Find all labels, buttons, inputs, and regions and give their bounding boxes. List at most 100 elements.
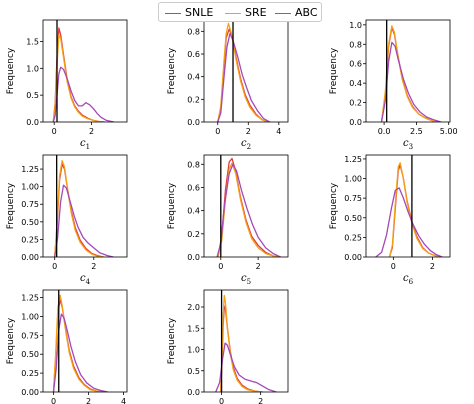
- x-tick-label: 0: [219, 397, 224, 404]
- y-tick-label: 0.0: [26, 118, 39, 127]
- y-tick-label: 0.5: [26, 91, 39, 100]
- y-tick-label: 2.0: [187, 303, 200, 312]
- axes-frame: [203, 154, 289, 258]
- y-tick-label: 0.4: [349, 79, 362, 88]
- legend-label-abc: ABC: [295, 6, 318, 19]
- x-axis-label: c6: [403, 273, 414, 286]
- y-tick-label: 0.5: [187, 367, 200, 376]
- y-axis-label: Frequency: [6, 47, 16, 94]
- subplot-c4: 0 2 0.00 0.25 0.50 0.75 1.00 1.25 Frequency c4: [6, 154, 128, 286]
- subplot-c2: 0 2 4 0.0 0.2 0.4 0.6 0.8 Frequency c2: [167, 19, 289, 151]
- y-tick-label: 0.75: [344, 194, 362, 203]
- y-tick-label: 0.8: [187, 160, 200, 169]
- y-tick-label: 0.8: [187, 27, 200, 36]
- y-tick-label: 0.2: [187, 230, 200, 239]
- x-tick-label: 0: [215, 127, 220, 136]
- x-tick-label: 2: [91, 262, 96, 271]
- series-line-sre: [388, 162, 441, 257]
- y-axis-label: Frequency: [329, 182, 339, 229]
- series-line-snle: [380, 27, 440, 122]
- y-tick-label: 0.0: [187, 118, 200, 127]
- axes-frame: [203, 19, 289, 123]
- subplot-c1: 0 2 0.0 0.5 1.0 1.5 Frequency c1: [6, 19, 128, 151]
- series-line-abc: [375, 187, 443, 257]
- series-line-abc: [217, 32, 270, 122]
- y-tick-label: 1.5: [26, 37, 39, 46]
- x-axis-label: c2: [241, 138, 251, 151]
- series-line-sre: [380, 25, 440, 122]
- y-tick-label: 1.0: [349, 21, 362, 30]
- series-line-abc: [216, 163, 281, 257]
- y-tick-label: 0.6: [187, 183, 200, 192]
- y-tick-label: 1.00: [21, 312, 39, 321]
- y-axis-label: Frequency: [167, 182, 177, 229]
- subplot-c3: 0.0 2.5 5.00 0.0 0.2 0.4 0.6 0.8 1.0 Frequency c3: [329, 19, 458, 151]
- axes-frame: [203, 289, 289, 393]
- legend: SNLE SRE ABC: [158, 2, 322, 22]
- y-tick-label: 0.2: [187, 95, 200, 104]
- y-axis-label: Frequency: [6, 317, 16, 364]
- y-tick-label: 0.75: [21, 200, 39, 209]
- subplot-c6: 0 2 0.00 0.25 0.50 0.75 1.00 1.25 Frequency c6: [329, 154, 451, 286]
- x-tick-label: 2: [430, 262, 435, 271]
- series-line-sre: [217, 22, 269, 122]
- y-tick-label: 0.75: [21, 331, 39, 340]
- y-axis-label: Frequency: [167, 47, 177, 94]
- y-tick-label: 1.00: [344, 175, 362, 184]
- axes-frame: [42, 154, 128, 258]
- x-tick-label: 2: [86, 397, 91, 404]
- series-line-abc: [52, 66, 115, 122]
- x-tick-label: 2: [256, 262, 261, 271]
- axes-frame: [42, 289, 128, 393]
- x-tick-label: 2: [89, 127, 94, 136]
- y-tick-label: 1.00: [21, 183, 39, 192]
- x-tick-label: 4: [276, 127, 281, 136]
- y-axis-label: Frequency: [329, 47, 339, 94]
- y-tick-label: 1.25: [21, 294, 39, 303]
- y-tick-label: 0.00: [21, 388, 39, 397]
- y-tick-label: 0.6: [349, 60, 362, 69]
- x-axis-label: c1: [80, 138, 90, 151]
- y-tick-label: 0.2: [349, 99, 362, 108]
- legend-label-sre: SRE: [245, 6, 267, 19]
- series-line-abc: [380, 41, 442, 122]
- x-tick-label: 0: [52, 127, 57, 136]
- axes-frame: [42, 19, 128, 123]
- axes-frame: [365, 19, 451, 123]
- x-axis-label: c5: [241, 273, 251, 286]
- series-line-snle: [54, 163, 104, 257]
- x-tick-label: 0: [51, 397, 56, 404]
- subplot-c5: 0 2 0.0 0.2 0.4 0.6 0.8 Frequency c5: [167, 154, 289, 286]
- x-tick-label: 0: [218, 262, 223, 271]
- y-tick-label: 0.4: [187, 73, 200, 82]
- x-axis-label: c4: [80, 273, 91, 286]
- series-line-abc: [54, 184, 114, 257]
- x-axis-label: c3: [403, 138, 413, 151]
- legend-label-snle: SNLE: [185, 6, 214, 19]
- series-line-sre: [52, 294, 105, 392]
- y-tick-label: 0.00: [344, 253, 362, 262]
- legend-swatch-abc: [275, 13, 291, 14]
- subplot-c8: 020.00.51.01.52.0Frequencyc8: [167, 289, 289, 404]
- y-tick-label: 0.50: [21, 218, 39, 227]
- x-tick-label: 2: [246, 127, 251, 136]
- y-tick-label: 0.6: [187, 50, 200, 59]
- x-tick-label: 5.00: [440, 127, 458, 136]
- y-tick-label: 0.00: [21, 253, 39, 262]
- y-tick-label: 1.25: [21, 165, 39, 174]
- series-line-sre: [52, 34, 105, 122]
- y-tick-label: 0.50: [344, 214, 362, 223]
- series-line-sre: [54, 159, 104, 257]
- series-line-snle: [217, 157, 281, 257]
- y-tick-label: 0.50: [21, 350, 39, 359]
- y-tick-label: 0.25: [21, 369, 39, 378]
- y-tick-label: 1.25: [344, 155, 362, 164]
- y-axis-label: Frequency: [6, 182, 16, 229]
- y-tick-label: 0.0: [187, 388, 200, 397]
- legend-swatch-snle: [165, 13, 181, 14]
- y-tick-label: 1.0: [187, 346, 200, 355]
- x-tick-label: 2: [258, 397, 263, 404]
- y-tick-label: 0.25: [344, 233, 362, 242]
- x-tick-label: 0: [52, 262, 57, 271]
